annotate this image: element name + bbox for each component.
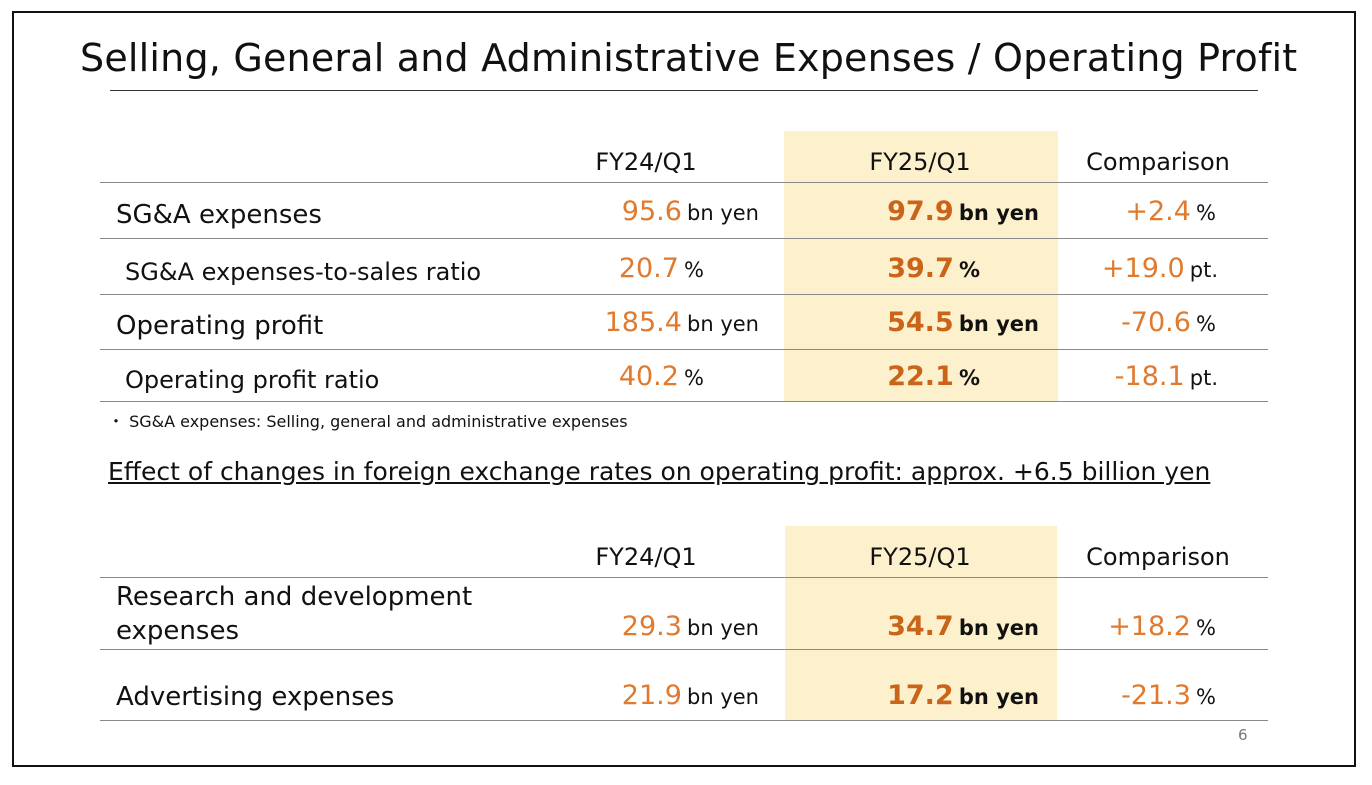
table2-header-comparison: Comparison [1086,543,1230,571]
cell-value: +19.0 [1101,253,1185,284]
table-cell-comparison: +2.4 % [1125,196,1216,227]
table-cell-fy24: 21.9 bn yen [622,680,759,711]
cell-unit: bn yen [687,201,759,225]
table-cell-fy24: 95.6 bn yen [622,196,759,227]
cell-value: 185.4 [604,307,682,338]
cell-unit: % [1196,312,1216,336]
table-cell-comparison: +18.2 % [1108,611,1216,642]
cell-unit: % [1196,616,1216,640]
page-number: 6 [1238,726,1248,744]
table2-header-fy24: FY24/Q1 [595,543,697,571]
cell-unit: bn yen [958,201,1039,225]
cell-value: -70.6 [1121,307,1191,338]
cell-value: 29.3 [621,611,682,642]
table-cell-fy25: 22.1 % [887,361,980,392]
slide-title: Selling, General and Administrative Expe… [80,36,1298,80]
footnote-sga-definition: ・ SG&A expenses: Selling, general and ad… [108,412,628,431]
table-cell-comparison: -21.3 % [1121,680,1216,711]
table-cell-fy25: 34.7 bn yen [887,611,1039,642]
table2-row-rule [100,649,1268,650]
cell-unit: bn yen [687,312,759,336]
cell-value: 97.9 [887,196,954,227]
cell-unit: % [1196,201,1216,225]
table1-header-comparison: Comparison [1086,148,1230,176]
cell-unit: pt. [1189,366,1218,390]
cell-unit: bn yen [958,312,1039,336]
cell-value: 34.7 [887,611,954,642]
cell-unit: % [1196,685,1216,709]
table-cell-fy25: 97.9 bn yen [887,196,1039,227]
row-label-sga-expenses: SG&A expenses [116,200,322,230]
table1-row-rule [100,294,1268,295]
table1-row-rule [100,401,1268,402]
cell-unit: % [684,366,704,390]
table1-header-rule [100,182,1268,183]
cell-value: -21.3 [1121,680,1191,711]
cell-value: +2.4 [1125,196,1191,227]
title-divider [110,90,1258,91]
table2-header-fy25: FY25/Q1 [869,543,971,571]
table-cell-fy24: 185.4 bn yen [605,307,759,338]
table-cell-fy24: 29.3 bn yen [622,611,759,642]
cell-value: 17.2 [887,680,954,711]
table-cell-comparison: -18.1 pt. [1115,361,1218,392]
cell-unit: bn yen [958,685,1039,709]
row-label-operating-profit: Operating profit [116,311,324,341]
table-cell-fy25: 54.5 bn yen [887,307,1039,338]
cell-unit: bn yen [958,616,1039,640]
cell-value: -18.1 [1114,361,1185,392]
cell-value: +18.2 [1108,611,1191,642]
row-label-sga-ratio: SG&A expenses-to-sales ratio [125,258,482,286]
table-cell-fy24: 20.7 % [619,253,704,284]
row-label-operating-profit-ratio: Operating profit ratio [125,366,380,394]
cell-value: 21.9 [621,680,682,711]
table-cell-comparison: -70.6 % [1121,307,1216,338]
fy25-highlight-column [785,526,1057,721]
table1-row-rule [100,349,1268,350]
table-cell-fy24: 40.2 % [619,361,704,392]
table1-row-rule [100,238,1268,239]
fx-effect-statement: Effect of changes in foreign exchange ra… [108,457,1211,486]
table-cell-fy25: 39.7 % [887,253,980,284]
table-cell-comparison: +19.0 pt. [1102,253,1218,284]
table-cell-fy25: 17.2 bn yen [887,680,1039,711]
cell-value: 39.7 [887,253,954,284]
cell-value: 40.2 [618,361,679,392]
row-label-line: expenses [116,616,239,646]
slide-frame [12,11,1356,767]
table2-row-rule [100,720,1268,721]
cell-value: 20.7 [618,253,679,284]
cell-unit: % [958,258,980,282]
row-label-advertising-expenses: Advertising expenses [116,682,395,712]
cell-value: 54.5 [887,307,954,338]
row-label-rnd-expenses: Research and development expenses [116,580,472,648]
cell-unit: % [958,366,980,390]
table1-header-fy25: FY25/Q1 [869,148,971,176]
row-label-line: Research and development [116,582,473,612]
fy25-highlight-column [784,131,1058,402]
cell-unit: % [684,258,704,282]
cell-value: 95.6 [621,196,682,227]
cell-value: 22.1 [887,361,954,392]
cell-unit: bn yen [687,616,759,640]
cell-unit: bn yen [687,685,759,709]
table2-header-rule [100,577,1268,578]
cell-unit: pt. [1189,258,1218,282]
table1-header-fy24: FY24/Q1 [595,148,697,176]
